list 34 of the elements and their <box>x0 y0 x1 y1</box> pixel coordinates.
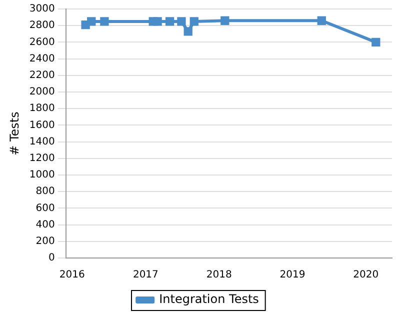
y-axis-title: # Tests <box>7 112 22 156</box>
point <box>100 17 109 26</box>
point <box>81 20 90 30</box>
point <box>372 38 380 47</box>
point <box>190 17 198 26</box>
y-tick-label: 1000 <box>29 170 55 181</box>
point <box>317 16 326 25</box>
y-tick-label: 1400 <box>29 136 55 148</box>
y-tick-label: 3000 <box>29 4 55 15</box>
y-tick-label: 1800 <box>29 103 55 114</box>
x-tick-label: 2018 <box>206 270 232 281</box>
y-tick-label: 2600 <box>29 36 55 48</box>
x-tick-label: 2020 <box>353 270 379 281</box>
legend-label: Integration Tests <box>159 292 259 306</box>
point <box>177 17 186 26</box>
y-tick-label: 0 <box>48 252 55 264</box>
x-tick-label: 2016 <box>59 270 85 281</box>
y-tick-label: 2000 <box>29 86 55 98</box>
point <box>220 16 230 25</box>
point <box>153 17 162 26</box>
y-tick-label: 1600 <box>29 120 55 131</box>
y-tick-label: 800 <box>36 186 55 198</box>
y-tick-label: 2200 <box>29 70 55 81</box>
point <box>87 17 96 26</box>
x-tick-label: 2019 <box>280 270 306 281</box>
y-tick-label: 400 <box>36 219 55 230</box>
y-tick-label: 2400 <box>29 53 55 64</box>
point <box>184 27 192 36</box>
y-tick-label: 1200 <box>29 152 55 164</box>
y-tick-label: 2800 <box>29 20 55 32</box>
y-tick-label: 200 <box>36 236 55 247</box>
x-tick-label: 2017 <box>132 270 158 281</box>
point <box>165 17 174 26</box>
y-tick-label: 600 <box>36 202 55 214</box>
